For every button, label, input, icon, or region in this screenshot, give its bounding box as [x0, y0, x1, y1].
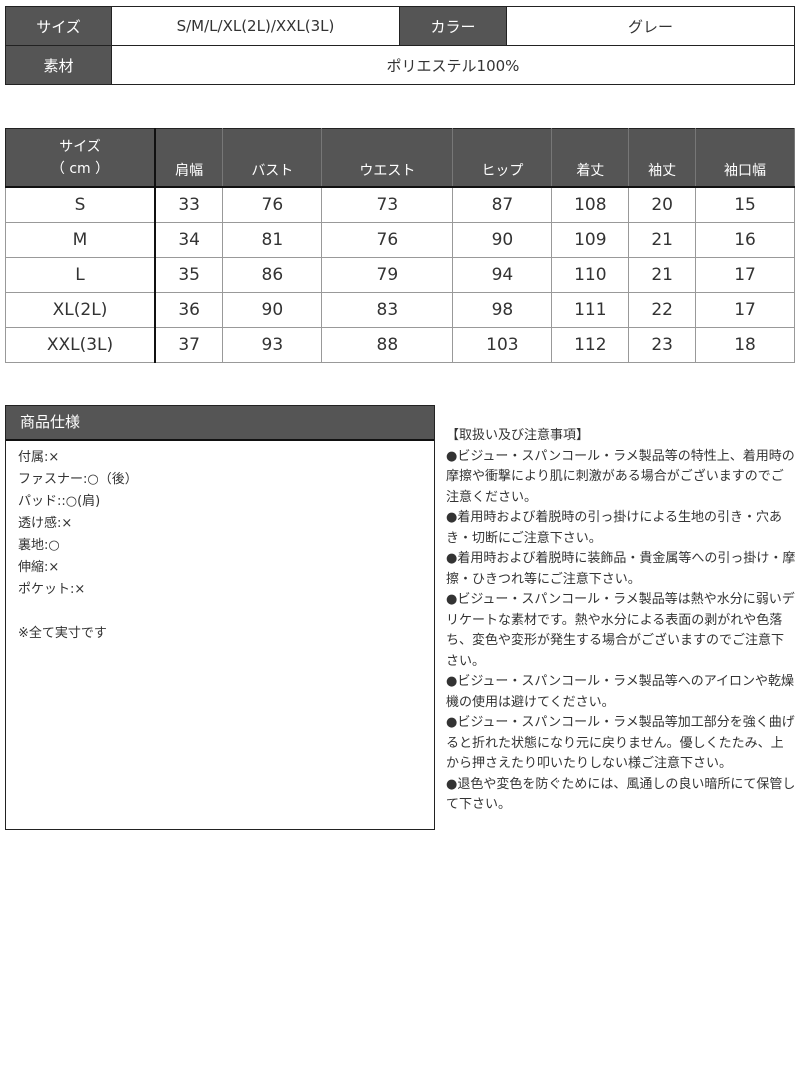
- table-cell: 21: [628, 222, 697, 258]
- table-cell: 35: [154, 257, 224, 293]
- column-header: 袖丈: [628, 128, 697, 188]
- spec-item: 裏地:○: [18, 538, 60, 553]
- size-header-unit: （ cm ）: [50, 160, 110, 177]
- table-cell: 109: [551, 222, 630, 258]
- size-label: サイズ: [5, 6, 112, 46]
- table-cell: 37: [154, 327, 224, 363]
- table-cell: 21: [628, 257, 697, 293]
- table-cell: 33: [154, 186, 224, 223]
- row-size: S: [5, 186, 156, 223]
- spec-title: 商品仕様: [6, 406, 434, 441]
- table-cell: 73: [321, 186, 454, 223]
- table-cell: 79: [321, 257, 454, 293]
- color-label: カラー: [399, 6, 507, 46]
- table-cell: 110: [551, 257, 630, 293]
- table-cell: 111: [551, 292, 630, 328]
- column-header: バスト: [222, 128, 323, 188]
- note-item: ●ビジュー・スパンコール・ラメ製品等の特性上、着用時の摩擦や衝撃により肌に刺激が…: [446, 448, 795, 505]
- product-spec-box: 商品仕様 付属:×ファスナー:○（後）パッド::○(肩)透け感:×裏地:○伸縮:…: [5, 405, 435, 830]
- row-size: L: [5, 257, 156, 293]
- table-cell: 112: [551, 327, 630, 363]
- table-cell: 76: [222, 186, 323, 223]
- spec-item: パッド::○(肩): [18, 494, 101, 509]
- column-header: ヒップ: [452, 128, 553, 188]
- summary-table: サイズ S/M/L/XL(2L)/XXL(3L) カラー グレー 素材 ポリエス…: [5, 6, 795, 85]
- table-cell: 16: [695, 222, 795, 258]
- spec-item: ファスナー:○（後）: [18, 472, 138, 487]
- table-cell: 17: [695, 257, 795, 293]
- spec-item: 付属:×: [18, 450, 60, 465]
- size-value: S/M/L/XL(2L)/XXL(3L): [111, 6, 400, 46]
- row-size: XL(2L): [5, 292, 156, 328]
- column-header: 肩幅: [155, 128, 224, 188]
- table-cell: 15: [695, 186, 795, 223]
- table-cell: 18: [695, 327, 795, 363]
- table-row: XXL(3L) 37 93 88 103 112 23 18: [5, 327, 795, 363]
- note-item: ●ビジュー・スパンコール・ラメ製品等加工部分を強く曲げると折れた状態になり元に戻…: [446, 715, 795, 771]
- table-cell: 98: [452, 292, 553, 328]
- table-cell: 88: [321, 327, 454, 363]
- note-item: ●着用時および着脱時に装飾品・貴金属等への引っ掛け・摩擦・ひきつれ等にご注意下さ…: [446, 551, 796, 587]
- spec-item: 伸縮:×: [18, 560, 60, 575]
- size-header-label: サイズ: [59, 138, 101, 155]
- table-row: M 34 81 76 90 109 21 16: [5, 222, 795, 258]
- row-size: XXL(3L): [5, 327, 156, 363]
- spec-note: ※全て実寸です: [18, 626, 107, 641]
- table-cell: 20: [628, 186, 697, 223]
- table-cell: 83: [321, 292, 454, 328]
- table-cell: 36: [154, 292, 224, 328]
- table-row: XL(2L) 36 90 83 98 111 22 17: [5, 292, 795, 328]
- spec-spacer: [18, 601, 422, 623]
- note-item: ●ビジュー・スパンコール・ラメ製品等は熱や水分に弱いデリケートな素材です。熱や水…: [446, 592, 795, 669]
- material-value: ポリエステル100%: [111, 45, 795, 85]
- table-cell: 93: [222, 327, 323, 363]
- column-header: ウエスト: [321, 128, 454, 188]
- color-value: グレー: [506, 6, 795, 46]
- table-cell: 90: [452, 222, 553, 258]
- column-header: 着丈: [551, 128, 630, 188]
- note-item: ●着用時および着脱時の引っ掛けによる生地の引き・穴あき・切断にご注意下さい。: [446, 510, 782, 546]
- row-size: M: [5, 222, 156, 258]
- table-row: S 33 76 73 87 108 20 15: [5, 186, 795, 223]
- size-header: サイズ （ cm ）: [5, 128, 156, 188]
- note-item: ●退色や変色を防ぐためには、風通しの良い暗所にて保管して下さい。: [446, 776, 796, 813]
- table-row: L 35 86 79 94 110 21 17: [5, 257, 795, 293]
- note-item: ●ビジュー・スパンコール・ラメ製品等へのアイロンや乾燥機の使用は避けてください。: [446, 674, 795, 710]
- table-cell: 81: [222, 222, 323, 258]
- notes-title: 【取扱い及び注意事項】: [446, 428, 590, 443]
- table-cell: 87: [452, 186, 553, 223]
- table-cell: 108: [551, 186, 630, 223]
- spec-item: ポケット:×: [18, 582, 86, 597]
- care-notes: 【取扱い及び注意事項】 ●ビジュー・スパンコール・ラメ製品等の特性上、着用時の摩…: [446, 426, 796, 816]
- table-cell: 90: [222, 292, 323, 328]
- table-cell: 23: [628, 327, 697, 363]
- table-cell: 94: [452, 257, 553, 293]
- spec-item: 透け感:×: [18, 516, 73, 531]
- material-label: 素材: [5, 45, 112, 85]
- table-cell: 34: [154, 222, 224, 258]
- table-cell: 17: [695, 292, 795, 328]
- table-cell: 103: [452, 327, 553, 363]
- column-header: 袖口幅: [695, 128, 795, 188]
- size-chart-table: サイズ（ cm ） 肩幅 バスト ウエスト ヒップ 着丈 袖丈 袖口幅 S 33 76 73 87 1…: [5, 128, 795, 363]
- table-cell: 86: [222, 257, 323, 293]
- table-cell: 22: [628, 292, 697, 328]
- table-cell: 76: [321, 222, 454, 258]
